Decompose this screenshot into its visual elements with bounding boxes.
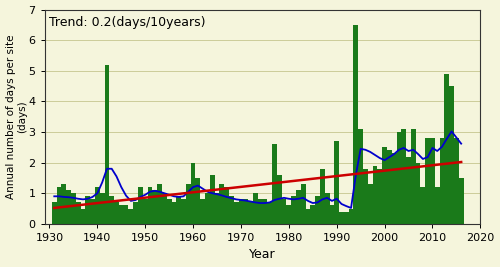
Bar xyxy=(315,196,320,224)
Bar xyxy=(224,187,229,224)
Bar xyxy=(358,129,363,224)
Bar xyxy=(440,138,444,224)
Bar xyxy=(124,206,128,224)
Bar xyxy=(190,163,196,224)
Bar xyxy=(152,190,157,224)
Bar xyxy=(71,193,76,224)
Bar xyxy=(186,184,190,224)
Bar xyxy=(330,206,334,224)
Bar xyxy=(411,129,416,224)
Bar xyxy=(143,199,148,224)
Bar xyxy=(402,129,406,224)
Bar xyxy=(392,154,396,224)
Bar xyxy=(396,132,402,224)
Bar xyxy=(172,202,176,224)
Bar xyxy=(449,86,454,224)
Bar xyxy=(339,212,344,224)
Bar xyxy=(181,199,186,224)
Text: Trend: 0.2(days/10years): Trend: 0.2(days/10years) xyxy=(49,16,205,29)
Y-axis label: Annual number of days per site
(days): Annual number of days per site (days) xyxy=(6,34,27,199)
Bar xyxy=(66,190,71,224)
Bar xyxy=(104,65,110,224)
Bar xyxy=(138,187,143,224)
Bar xyxy=(291,196,296,224)
Bar xyxy=(372,166,378,224)
Bar xyxy=(272,144,277,224)
Bar xyxy=(148,187,152,224)
Bar xyxy=(196,178,200,224)
Bar xyxy=(214,193,220,224)
Bar xyxy=(348,209,354,224)
Bar xyxy=(363,169,368,224)
Bar xyxy=(86,196,90,224)
Bar xyxy=(320,169,324,224)
Bar xyxy=(119,206,124,224)
Bar xyxy=(162,193,167,224)
Bar xyxy=(56,187,62,224)
Bar xyxy=(234,202,238,224)
Bar xyxy=(277,175,281,224)
Bar xyxy=(176,196,181,224)
Bar xyxy=(62,184,66,224)
Bar xyxy=(114,202,119,224)
Bar xyxy=(258,199,262,224)
Bar xyxy=(296,190,301,224)
Bar xyxy=(334,141,339,224)
Bar xyxy=(430,138,435,224)
Bar xyxy=(282,199,286,224)
Bar xyxy=(253,193,258,224)
Bar xyxy=(95,187,100,224)
Bar xyxy=(426,138,430,224)
Bar xyxy=(52,202,56,224)
Bar xyxy=(80,209,86,224)
Bar xyxy=(387,150,392,224)
Bar xyxy=(128,209,134,224)
Bar xyxy=(459,178,464,224)
Bar xyxy=(306,209,310,224)
Bar xyxy=(324,193,330,224)
Bar xyxy=(248,202,253,224)
Bar xyxy=(378,169,382,224)
Bar xyxy=(220,184,224,224)
Bar xyxy=(454,138,459,224)
Bar xyxy=(382,147,387,224)
Bar xyxy=(205,193,210,224)
Bar xyxy=(344,212,348,224)
Bar xyxy=(229,196,234,224)
Bar xyxy=(286,206,291,224)
Bar xyxy=(90,199,95,224)
Bar xyxy=(416,163,420,224)
Bar xyxy=(301,184,306,224)
Bar xyxy=(444,74,449,224)
Bar xyxy=(157,184,162,224)
Bar xyxy=(262,199,268,224)
Bar xyxy=(210,175,214,224)
Bar xyxy=(354,25,358,224)
Bar xyxy=(244,199,248,224)
X-axis label: Year: Year xyxy=(249,249,276,261)
Bar xyxy=(238,199,244,224)
Bar xyxy=(406,156,411,224)
Bar xyxy=(420,187,426,224)
Bar xyxy=(110,196,114,224)
Bar xyxy=(368,184,372,224)
Bar xyxy=(435,187,440,224)
Bar xyxy=(200,199,205,224)
Bar xyxy=(134,202,138,224)
Bar xyxy=(76,202,80,224)
Bar xyxy=(100,193,104,224)
Bar xyxy=(310,206,315,224)
Bar xyxy=(167,199,172,224)
Bar xyxy=(268,202,272,224)
